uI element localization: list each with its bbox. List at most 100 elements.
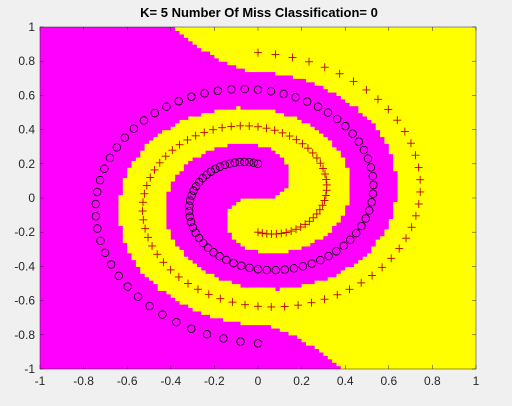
region-cell [70,351,76,356]
region-cell [179,355,185,360]
region-cell [105,143,111,148]
region-cell [149,156,154,161]
region-cell [240,351,246,356]
region-cell [74,187,80,192]
region-cell [240,61,246,66]
region-cell [153,362,159,367]
region-cell [183,122,189,127]
region-cell [96,61,102,66]
region-cell [122,139,128,144]
region-cell [122,280,128,285]
region-cell [140,170,146,175]
region-cell [131,160,137,165]
region-cell [170,228,176,233]
region-cell [223,266,229,271]
region-cell [79,225,85,230]
region-cell [205,215,211,220]
region-cell [109,208,115,213]
region-cell [48,187,54,192]
region-cell [87,78,93,83]
region-cell [153,40,159,45]
region-cell [244,262,250,267]
region-cell [253,341,259,346]
region-cell [175,232,181,237]
region-cell [157,307,163,312]
region-cell [188,81,194,86]
region-cell [92,136,98,141]
region-cell [144,345,150,350]
region-cell [153,81,159,86]
region-cell [244,184,250,189]
region-cell [249,139,255,144]
region-cell [114,242,120,247]
region-cell [87,362,93,367]
region-cell [114,156,120,161]
region-cell [53,44,59,49]
region-cell [87,54,93,59]
region-cell [170,136,176,141]
region-cell [135,266,141,271]
region-cell [166,184,172,189]
region-cell [183,37,189,42]
region-cell [48,47,54,52]
region-cell [183,310,189,315]
region-cell [249,167,255,172]
region-cell [236,252,242,257]
region-cell [57,208,63,213]
region-cell [40,211,45,216]
region-cell [44,259,50,264]
region-cell [166,129,172,134]
region-cell [127,177,133,182]
region-cell [70,362,76,367]
region-cell [192,177,198,182]
region-cell [114,167,120,172]
region-cell [118,365,124,369]
region-cell [162,280,168,285]
region-cell [249,160,255,165]
region-cell [183,341,189,346]
region-cell [118,242,124,247]
region-cell [70,71,76,76]
region-cell [205,276,211,281]
region-cell [218,314,224,319]
region-cell [196,105,202,110]
region-cell [249,146,255,151]
region-cell [122,187,128,192]
region-cell [157,245,163,250]
region-cell [57,198,63,203]
region-cell [66,44,72,49]
region-cell [127,115,133,120]
region-cell [135,109,141,114]
region-cell [153,327,159,332]
region-cell [227,218,233,223]
region-cell [162,194,168,199]
region-cell [44,33,50,38]
region-cell [179,129,185,134]
region-cell [40,47,45,52]
region-cell [166,269,172,274]
region-cell [96,27,102,32]
region-cell [48,50,54,55]
region-cell [214,259,220,264]
region-cell [79,129,85,134]
region-cell [231,119,237,124]
region-cell [196,98,202,103]
region-cell [127,143,133,148]
region-cell [201,307,207,312]
region-cell [162,85,168,90]
region-cell [135,184,141,189]
region-cell [61,98,67,103]
region-cell [162,348,168,353]
region-cell [140,74,146,79]
region-cell [53,129,59,134]
region-cell [188,85,194,90]
region-cell [183,109,189,114]
region-cell [66,307,72,312]
region-cell [61,362,67,367]
region-cell [201,91,207,96]
region-cell [53,310,59,315]
region-cell [127,297,133,302]
region-cell [44,109,50,114]
region-cell [231,201,237,206]
region-cell [40,156,45,161]
